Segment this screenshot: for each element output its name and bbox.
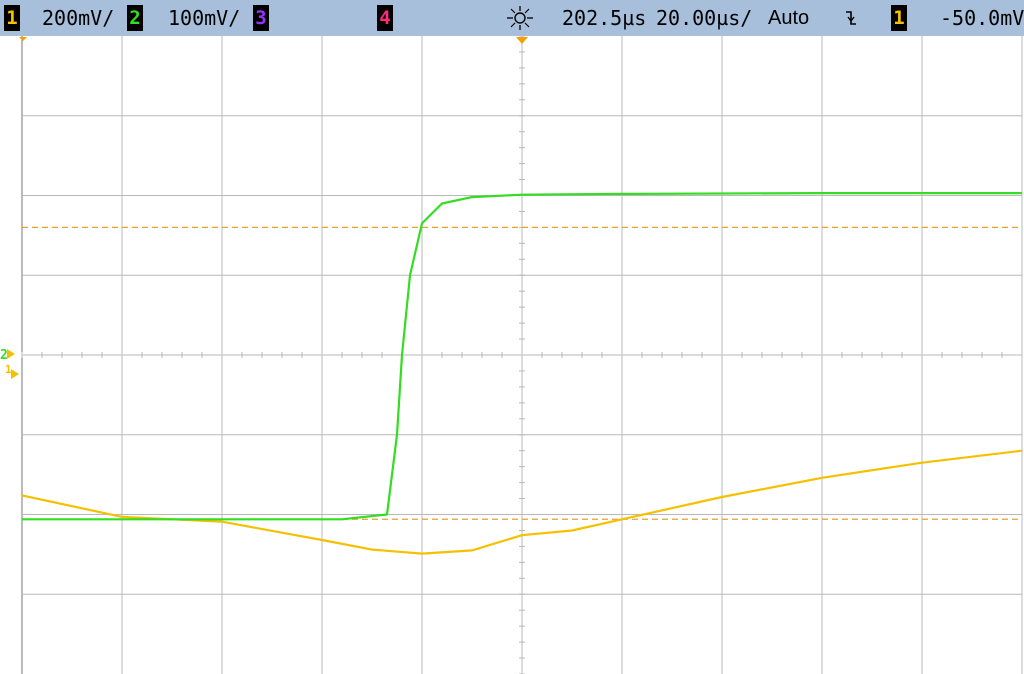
trigger-level[interactable]: -50.0mV <box>940 6 1024 30</box>
time-scale[interactable]: 20.00µs/ <box>656 6 753 30</box>
trace-ch1 <box>21 449 1023 555</box>
time-delay[interactable]: 202.5µs <box>562 6 647 30</box>
ground-marker-ch2: 2 <box>0 348 15 363</box>
falling-edge-icon <box>846 11 856 25</box>
ground-marker-ch2-label: 2 <box>0 348 8 363</box>
ground-marker-ch1: 1 <box>5 363 19 379</box>
ch4-indicator[interactable]: 4 <box>377 5 393 31</box>
traces <box>21 192 1023 555</box>
ch1-indicator[interactable]: 1 <box>4 5 20 31</box>
trigger-source-indicator[interactable]: 1 <box>891 5 907 31</box>
trigger-position-marker <box>516 37 528 44</box>
trigger-mode[interactable]: Auto <box>768 7 810 29</box>
ch2-scale[interactable]: 100mV/ <box>168 6 241 30</box>
trace-ch2 <box>22 192 1022 521</box>
graticule <box>21 36 1023 674</box>
ch2-indicator[interactable]: 2 <box>127 5 143 31</box>
ch3-indicator[interactable]: 3 <box>253 5 269 31</box>
status-bar: 1 200mV/ 2 100mV/ 3 4 202.5µs 20.00µs/ A… <box>0 0 1024 36</box>
ground-marker-ch1-label: 1 <box>5 363 12 376</box>
trigger-position-icon <box>507 6 533 30</box>
ch1-scale[interactable]: 200mV/ <box>42 6 115 30</box>
time-reference-marker <box>19 37 27 41</box>
reference-lines <box>22 226 1022 520</box>
waveform-display[interactable]: 2 1 <box>0 36 1024 674</box>
